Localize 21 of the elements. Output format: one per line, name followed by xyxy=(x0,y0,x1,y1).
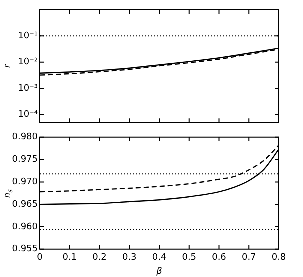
y-tick-label: 10⁻⁴ xyxy=(18,110,38,120)
x-tick-label: 0.8 xyxy=(272,253,286,264)
y-tick-label: 0.960 xyxy=(12,222,38,232)
x-axis-title: β xyxy=(156,266,163,277)
y-tick-label: 0.970 xyxy=(12,178,38,188)
y-tick-label: 0.980 xyxy=(12,132,38,143)
y-tick-label: 10⁻³ xyxy=(18,84,38,94)
y-tick-label: 0.955 xyxy=(12,244,38,255)
y-tick-label: 0.965 xyxy=(12,200,38,210)
y-tick-label: 10⁻² xyxy=(18,58,38,68)
x-tick-label: 0.1 xyxy=(62,253,78,264)
x-tick-label: 0.2 xyxy=(92,253,107,264)
x-tick-label: 0.3 xyxy=(122,253,137,264)
x-tick-label: 0.6 xyxy=(212,253,227,264)
x-tick-label: 0.4 xyxy=(152,253,167,264)
x-tick-label: 0 xyxy=(37,253,44,264)
x-tick-label: 0.5 xyxy=(182,253,197,264)
x-tick-label: 0.7 xyxy=(242,253,256,264)
y-axis-title: r xyxy=(3,64,12,68)
y-tick-label: 10⁻¹ xyxy=(18,32,38,42)
y-tick-label: 0.975 xyxy=(12,155,38,166)
